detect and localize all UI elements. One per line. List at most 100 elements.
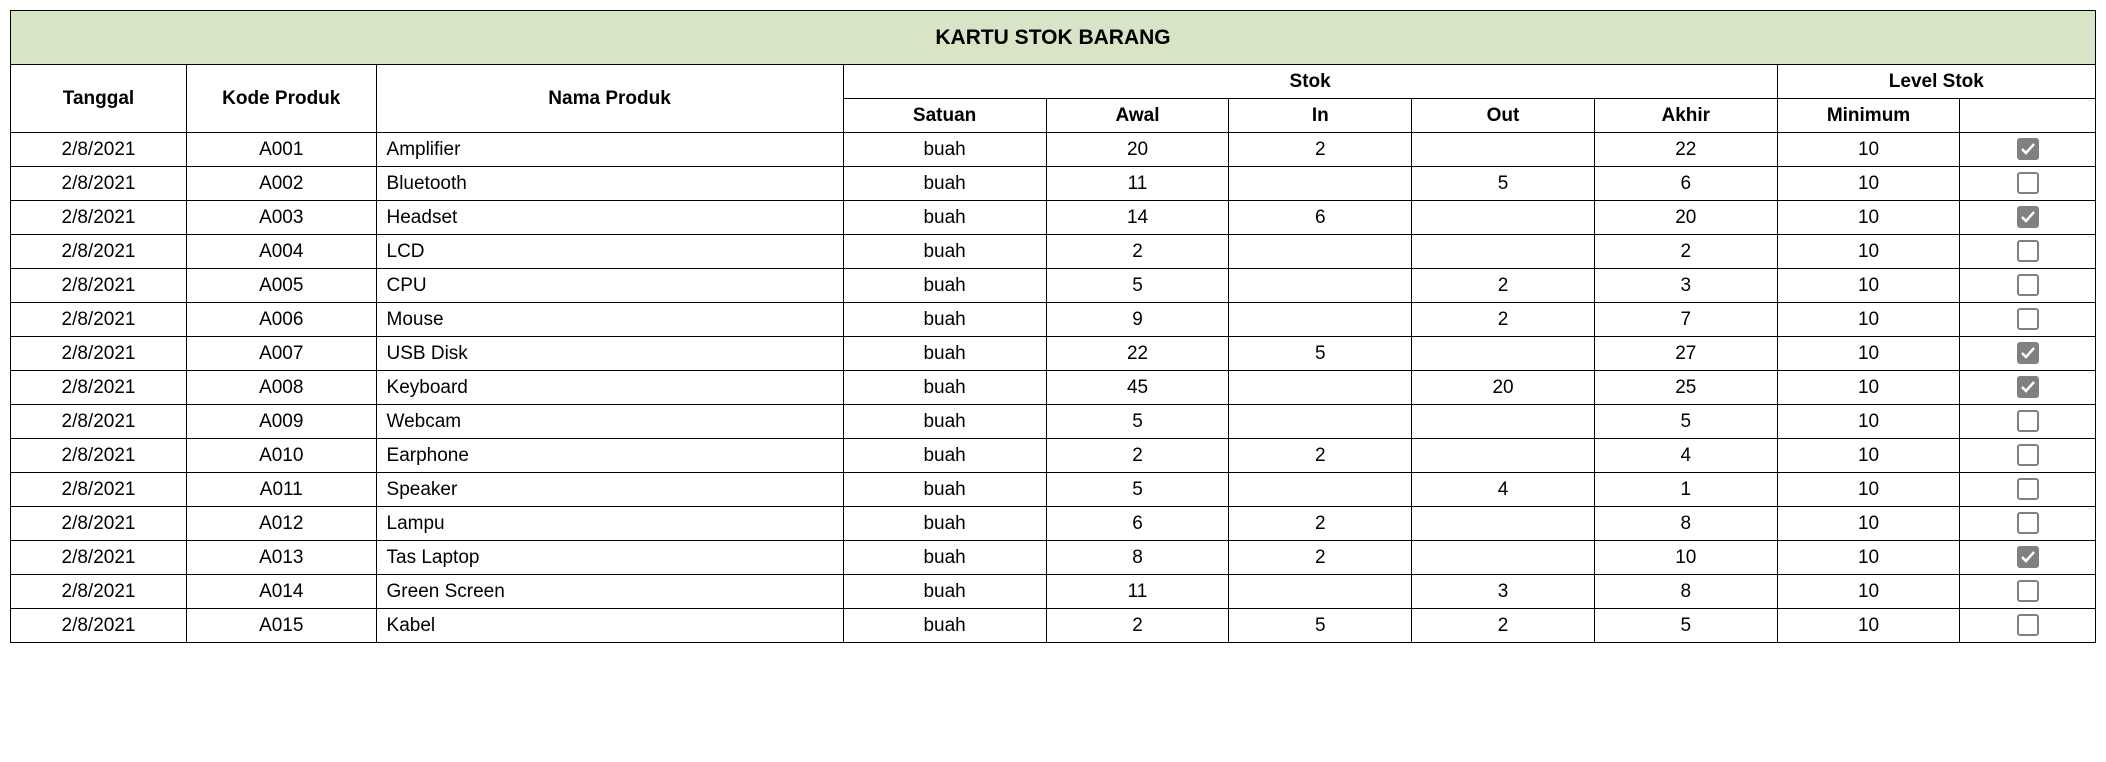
header-awal: Awal [1046, 99, 1229, 133]
cell-out [1412, 235, 1595, 269]
table-row: 2/8/2021A011Speakerbuah54110 [11, 473, 2096, 507]
checkbox-icon[interactable] [2017, 580, 2039, 602]
cell-satuan: buah [843, 473, 1046, 507]
cell-minimum: 10 [1777, 371, 1960, 405]
cell-awal: 22 [1046, 337, 1229, 371]
table-row: 2/8/2021A007USB Diskbuah2252710 [11, 337, 2096, 371]
cell-satuan: buah [843, 609, 1046, 643]
cell-tanggal: 2/8/2021 [11, 167, 187, 201]
cell-level-check [1960, 473, 2096, 507]
cell-out: 3 [1412, 575, 1595, 609]
cell-akhir: 2 [1594, 235, 1777, 269]
header-akhir: Akhir [1594, 99, 1777, 133]
cell-kode-produk: A013 [186, 541, 376, 575]
cell-in [1229, 371, 1412, 405]
cell-out [1412, 337, 1595, 371]
header-kode-produk: Kode Produk [186, 65, 376, 133]
cell-level-check [1960, 303, 2096, 337]
cell-akhir: 4 [1594, 439, 1777, 473]
cell-akhir: 3 [1594, 269, 1777, 303]
cell-kode-produk: A002 [186, 167, 376, 201]
cell-kode-produk: A009 [186, 405, 376, 439]
table-row: 2/8/2021A013Tas Laptopbuah821010 [11, 541, 2096, 575]
checkbox-icon[interactable] [2017, 376, 2039, 398]
cell-in: 2 [1229, 507, 1412, 541]
cell-kode-produk: A008 [186, 371, 376, 405]
cell-akhir: 25 [1594, 371, 1777, 405]
cell-nama-produk: Bluetooth [376, 167, 843, 201]
checkbox-icon[interactable] [2017, 444, 2039, 466]
table-row: 2/8/2021A014Green Screenbuah113810 [11, 575, 2096, 609]
cell-kode-produk: A004 [186, 235, 376, 269]
cell-nama-produk: Earphone [376, 439, 843, 473]
cell-nama-produk: Kabel [376, 609, 843, 643]
cell-minimum: 10 [1777, 473, 1960, 507]
cell-akhir: 8 [1594, 575, 1777, 609]
cell-out [1412, 439, 1595, 473]
cell-satuan: buah [843, 269, 1046, 303]
checkbox-icon[interactable] [2017, 206, 2039, 228]
cell-level-check [1960, 439, 2096, 473]
cell-tanggal: 2/8/2021 [11, 133, 187, 167]
cell-tanggal: 2/8/2021 [11, 201, 187, 235]
header-satuan: Satuan [843, 99, 1046, 133]
cell-akhir: 20 [1594, 201, 1777, 235]
table-row: 2/8/2021A010Earphonebuah22410 [11, 439, 2096, 473]
cell-nama-produk: Speaker [376, 473, 843, 507]
checkbox-icon[interactable] [2017, 240, 2039, 262]
cell-awal: 6 [1046, 507, 1229, 541]
header-tanggal: Tanggal [11, 65, 187, 133]
stock-card-table: KARTU STOK BARANG Tanggal Kode Produk Na… [10, 10, 2096, 643]
cell-tanggal: 2/8/2021 [11, 575, 187, 609]
cell-level-check [1960, 201, 2096, 235]
cell-awal: 45 [1046, 371, 1229, 405]
cell-minimum: 10 [1777, 133, 1960, 167]
cell-out: 4 [1412, 473, 1595, 507]
checkbox-icon[interactable] [2017, 512, 2039, 534]
cell-level-check [1960, 541, 2096, 575]
cell-out [1412, 541, 1595, 575]
cell-kode-produk: A006 [186, 303, 376, 337]
cell-satuan: buah [843, 133, 1046, 167]
table-row: 2/8/2021A004LCDbuah2210 [11, 235, 2096, 269]
cell-out [1412, 201, 1595, 235]
cell-kode-produk: A005 [186, 269, 376, 303]
cell-awal: 14 [1046, 201, 1229, 235]
cell-awal: 20 [1046, 133, 1229, 167]
cell-in [1229, 235, 1412, 269]
cell-akhir: 22 [1594, 133, 1777, 167]
cell-akhir: 1 [1594, 473, 1777, 507]
cell-level-check [1960, 405, 2096, 439]
cell-in [1229, 269, 1412, 303]
cell-level-check [1960, 371, 2096, 405]
cell-awal: 5 [1046, 269, 1229, 303]
cell-level-check [1960, 609, 2096, 643]
cell-awal: 5 [1046, 473, 1229, 507]
cell-minimum: 10 [1777, 167, 1960, 201]
cell-nama-produk: CPU [376, 269, 843, 303]
checkbox-icon[interactable] [2017, 308, 2039, 330]
cell-level-check [1960, 507, 2096, 541]
cell-minimum: 10 [1777, 507, 1960, 541]
checkbox-icon[interactable] [2017, 172, 2039, 194]
cell-in: 5 [1229, 337, 1412, 371]
checkbox-icon[interactable] [2017, 478, 2039, 500]
cell-tanggal: 2/8/2021 [11, 507, 187, 541]
checkbox-icon[interactable] [2017, 342, 2039, 364]
checkbox-icon[interactable] [2017, 546, 2039, 568]
header-minimum: Minimum [1777, 99, 1960, 133]
checkbox-icon[interactable] [2017, 614, 2039, 636]
cell-nama-produk: Amplifier [376, 133, 843, 167]
checkbox-icon[interactable] [2017, 410, 2039, 432]
cell-out [1412, 133, 1595, 167]
cell-out: 2 [1412, 609, 1595, 643]
cell-out: 5 [1412, 167, 1595, 201]
cell-in [1229, 303, 1412, 337]
cell-awal: 8 [1046, 541, 1229, 575]
checkbox-icon[interactable] [2017, 274, 2039, 296]
cell-tanggal: 2/8/2021 [11, 371, 187, 405]
header-out: Out [1412, 99, 1595, 133]
cell-awal: 2 [1046, 609, 1229, 643]
checkbox-icon[interactable] [2017, 138, 2039, 160]
table-row: 2/8/2021A012Lampubuah62810 [11, 507, 2096, 541]
